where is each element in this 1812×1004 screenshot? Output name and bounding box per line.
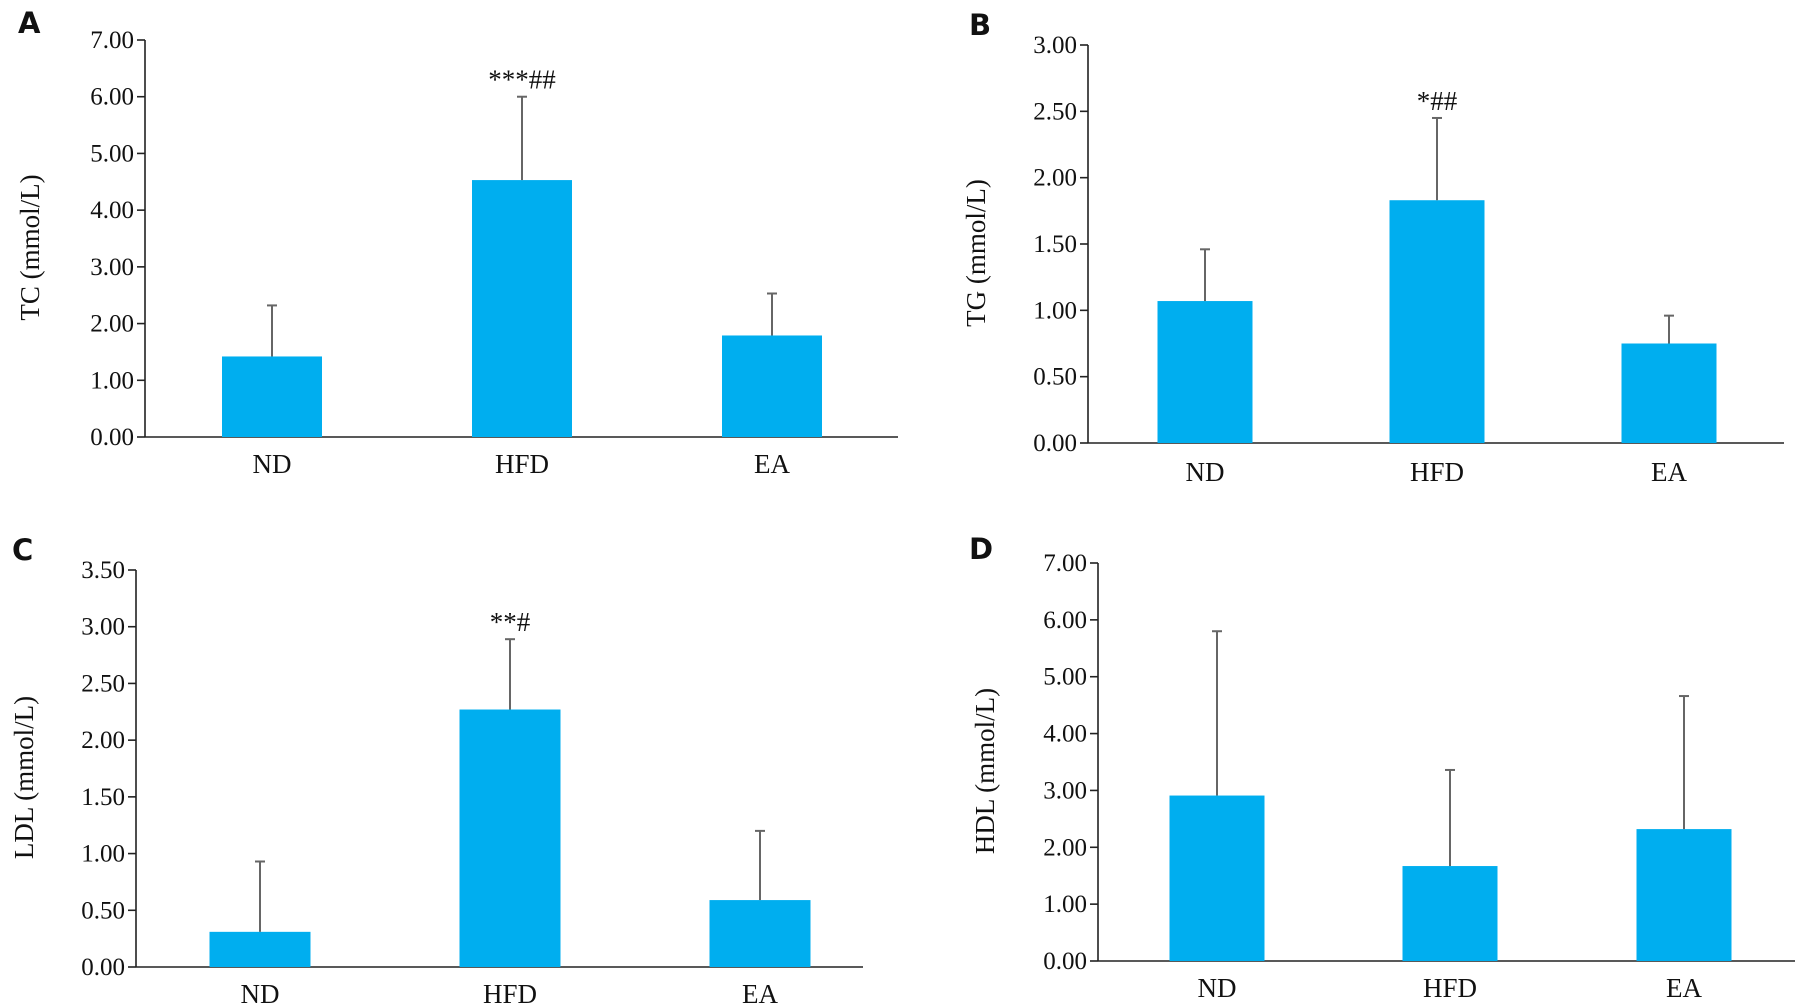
y-tick-label: 0.50 [81,897,125,924]
y-tick-label: 0.00 [90,424,134,451]
y-tick-label: 1.00 [90,367,134,394]
y-tick-label: 0.00 [1033,430,1077,457]
y-tick-label: 0.00 [81,954,125,981]
panel-letter: D [969,532,994,566]
y-tick-label: 4.00 [90,197,134,224]
bar-hfd [459,709,561,967]
x-tick-label: HFD [483,979,537,1004]
y-tick-label: 0.50 [1033,364,1077,391]
x-tick-label: HFD [1410,457,1464,487]
y-tick-label: 1.00 [1033,297,1077,324]
bar-hfd [1389,200,1485,443]
y-tick-label: 3.00 [1043,777,1087,804]
x-tick-label: HFD [1423,973,1477,1003]
y-tick-label: 2.00 [81,727,125,754]
y-tick-label: 7.00 [90,27,134,54]
y-tick-label: 4.00 [1043,721,1087,748]
bar-nd [209,931,311,967]
y-tick-label: 3.50 [81,557,125,584]
x-tick-label: ND [1198,973,1237,1003]
bar-nd [1157,301,1253,443]
bar-ea [1621,343,1717,443]
bar-nd [1169,795,1265,961]
y-axis-label: HDL (mmol/L) [970,688,1000,854]
significance-annotation: ***## [488,65,556,95]
significance-annotation: **# [490,607,531,637]
bar-nd [222,356,322,437]
bar-ea [1636,829,1732,961]
x-tick-label: HFD [495,449,549,479]
y-axis-label: TC (mmol/L) [15,174,45,320]
panel-letter: A [18,6,41,40]
y-tick-label: 3.00 [81,614,125,641]
y-axis-label: TG (mmol/L) [961,179,991,327]
x-tick-label: EA [742,979,778,1004]
x-tick-label: ND [253,449,292,479]
panel-letter: B [969,8,992,42]
y-tick-label: 0.00 [1043,948,1087,975]
x-tick-label: ND [241,979,280,1004]
y-tick-label: 3.00 [90,254,134,281]
y-tick-label: 1.00 [1043,891,1087,918]
bar-hfd [472,180,572,437]
y-tick-label: 2.00 [90,311,134,338]
y-tick-label: 3.00 [1033,32,1077,59]
y-tick-label: 1.50 [1033,231,1077,258]
x-tick-label: EA [754,449,790,479]
bar-ea [709,900,811,967]
x-tick-label: EA [1666,973,1702,1003]
bar-ea [722,335,822,437]
bar-hfd [1402,866,1498,961]
y-tick-label: 1.00 [81,841,125,868]
y-tick-label: 2.00 [1043,834,1087,861]
y-tick-label: 5.00 [90,140,134,167]
y-tick-label: 6.00 [1043,607,1087,634]
y-axis-label: LDL (mmol/L) [9,696,39,859]
y-tick-label: 2.00 [1033,165,1077,192]
x-tick-label: ND [1186,457,1225,487]
x-tick-label: EA [1651,457,1687,487]
y-tick-label: 1.50 [81,784,125,811]
y-tick-label: 6.00 [90,84,134,111]
y-tick-label: 2.50 [81,670,125,697]
y-tick-label: 7.00 [1043,550,1087,577]
y-tick-label: 5.00 [1043,664,1087,691]
panel-letter: C [12,533,34,567]
y-tick-label: 2.50 [1033,98,1077,125]
significance-annotation: *## [1417,86,1458,116]
